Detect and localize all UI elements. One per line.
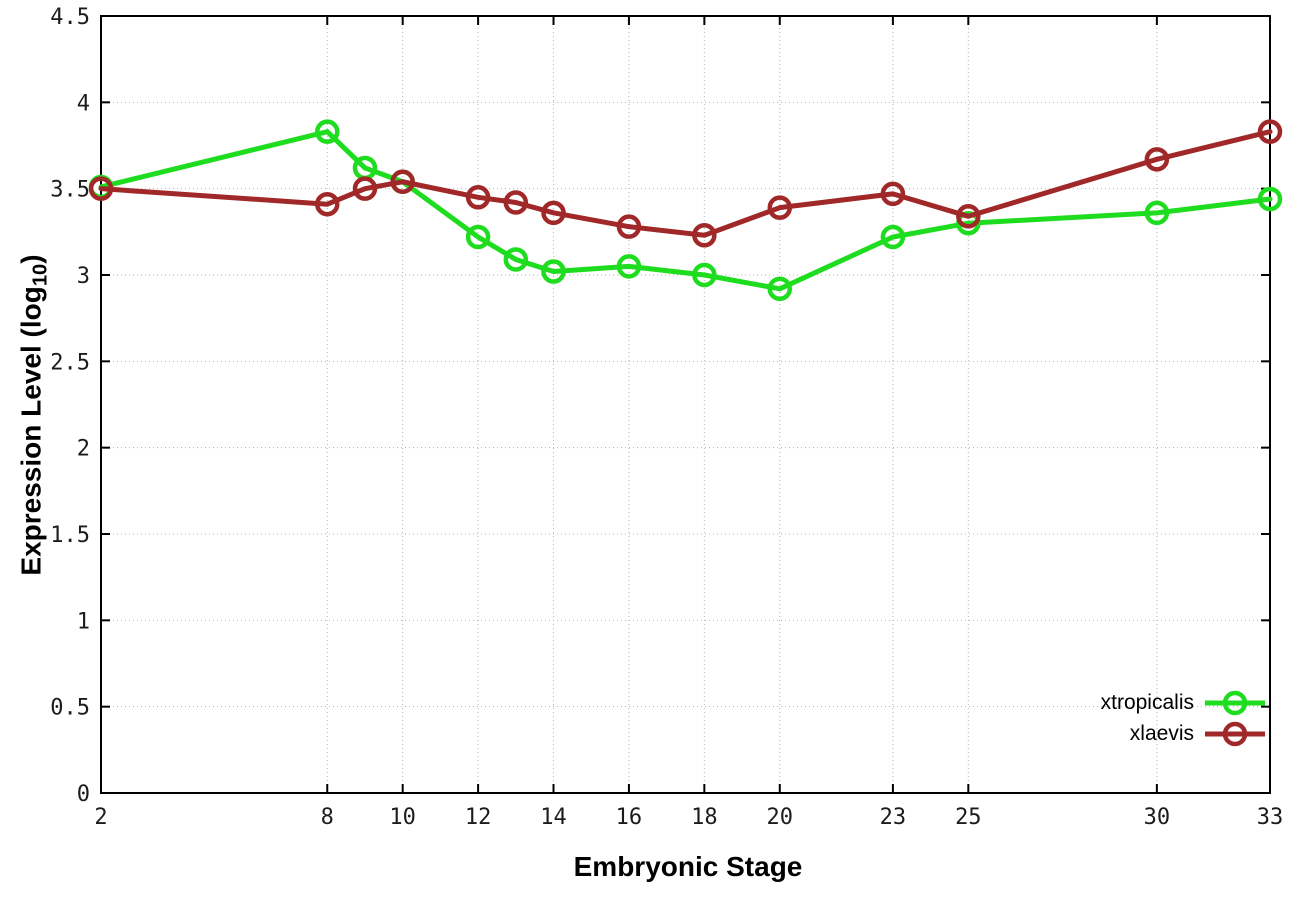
data-point-xlaevis: [541, 200, 566, 226]
series-line-xlaevis: [98, 129, 1273, 238]
y-tick-label: 4.5: [50, 5, 90, 30]
x-tick-label: 16: [616, 805, 643, 830]
x-tick-label: 30: [1144, 805, 1171, 830]
y-axis-title-main: Expression Level (log: [15, 286, 47, 576]
y-tick-label: 3.5: [50, 178, 90, 203]
data-point-xtropicalis: [880, 224, 906, 250]
series-line-xtropicalis: [98, 129, 1273, 292]
y-tick-label: 0: [77, 782, 90, 807]
legend-item-xlaevis: xlaevis: [1101, 718, 1266, 749]
data-point-xlaevis: [88, 176, 114, 201]
data-point-xlaevis: [616, 214, 642, 239]
data-point-xlaevis: [767, 195, 793, 220]
data-point-xlaevis: [692, 223, 717, 248]
x-tick-label: 33: [1257, 805, 1284, 830]
data-point-xlaevis: [390, 169, 415, 195]
data-point-xlaevis: [352, 176, 378, 201]
legend-item-xtropicalis: xtropicalis: [1101, 687, 1266, 718]
x-tick-label: 8: [321, 805, 334, 830]
x-tick-label: 25: [955, 805, 982, 830]
data-point-xtropicalis: [1144, 200, 1170, 226]
legend-label-xlaevis: xlaevis: [1129, 721, 1194, 745]
y-axis-title-close: ): [15, 254, 47, 264]
y-axis-title: Expression Level (log10): [15, 254, 52, 575]
data-point-xtropicalis: [692, 262, 717, 288]
data-point-xlaevis: [315, 191, 340, 217]
data-point-xlaevis: [465, 185, 491, 210]
data-point-xtropicalis: [315, 119, 340, 144]
y-tick-label: 2.5: [50, 350, 90, 375]
data-point-xtropicalis: [767, 276, 793, 302]
x-tick-label: 23: [880, 805, 907, 830]
legend: xtropicalis xlaevis: [1101, 687, 1266, 749]
y-tick-label: 0.5: [50, 696, 90, 721]
x-tick-label: 20: [767, 805, 794, 830]
x-tick-label: 10: [389, 805, 416, 830]
x-axis-title: Embryonic Stage: [573, 851, 803, 882]
y-tick-label: 1: [77, 609, 90, 634]
data-point-xlaevis: [880, 181, 906, 207]
data-point-xlaevis: [503, 190, 529, 215]
data-point-xtropicalis: [541, 259, 566, 284]
x-tick-label: 14: [540, 805, 567, 830]
y-tick-label: 3: [77, 264, 90, 289]
x-tick-label: 18: [691, 805, 718, 830]
x-tick-label: 12: [465, 805, 492, 830]
data-point-xlaevis: [956, 204, 981, 229]
y-tick-label: 4: [77, 91, 90, 116]
x-tick-label: 2: [94, 805, 107, 830]
y-tick-label: 2: [77, 437, 90, 462]
legend-marker-xlaevis-icon: [1205, 721, 1265, 746]
data-point-xtropicalis: [616, 254, 642, 279]
data-point-xtropicalis: [465, 224, 491, 250]
data-point-xtropicalis: [1257, 186, 1283, 212]
y-tick-label: 1.5: [50, 523, 90, 548]
legend-label-xtropicalis: xtropicalis: [1100, 690, 1194, 714]
data-point-xlaevis: [1257, 119, 1283, 144]
y-axis-title-subscript: 10: [29, 263, 52, 287]
data-point-xlaevis: [1144, 147, 1170, 172]
data-point-xtropicalis: [503, 247, 529, 272]
legend-marker-xtropicalis-icon: [1205, 690, 1265, 715]
